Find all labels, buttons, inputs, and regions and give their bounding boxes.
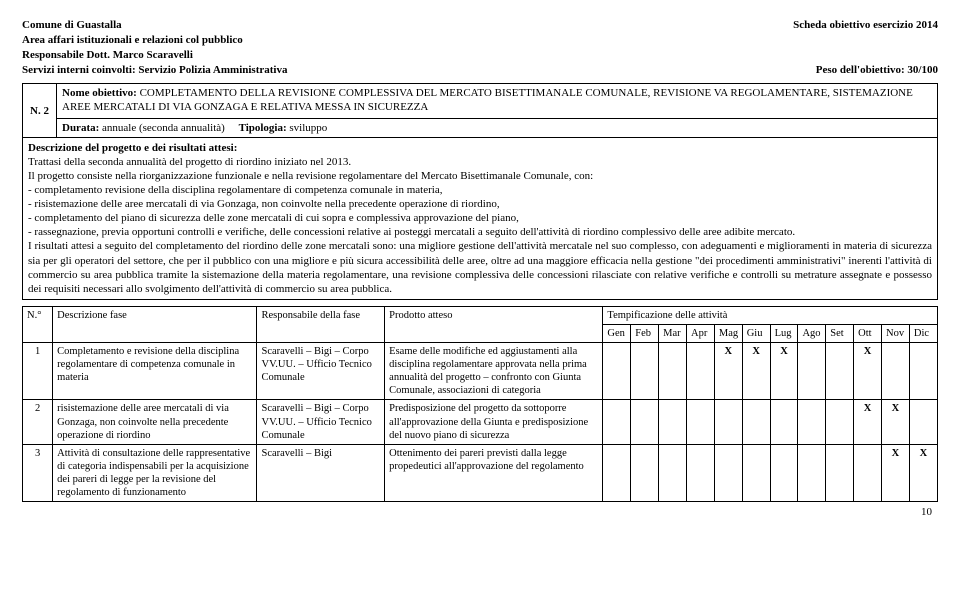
cell-month: [798, 444, 826, 502]
cell-month: [714, 444, 742, 502]
cell-month: [714, 400, 742, 444]
cell-month: [687, 444, 715, 502]
cell-month: [770, 444, 798, 502]
month-header: Giu: [742, 324, 770, 342]
table-row: 1Completamento e revisione della discipl…: [23, 342, 938, 400]
durata-value: annuale (seconda annualità): [99, 122, 225, 134]
objective-name-text: COMPLETAMENTO DELLA REVISIONE COMPLESSIV…: [62, 87, 913, 113]
cell-month: [826, 444, 854, 502]
cell-month: [659, 444, 687, 502]
header-org: Comune di Guastalla: [22, 18, 287, 33]
phases-table: N.° Descrizione fase Responsabile della …: [22, 306, 938, 503]
objective-title: Nome obiettivo: COMPLETAMENTO DELLA REVI…: [57, 84, 937, 119]
objective-number: N. 2: [23, 84, 57, 137]
description-label: Descrizione del progetto e dei risultati…: [28, 142, 237, 154]
month-header: Set: [826, 324, 854, 342]
description-body: Trattasi della seconda annualità del pro…: [28, 156, 932, 295]
month-header: Feb: [631, 324, 659, 342]
cell-month: X: [854, 400, 882, 444]
cell-resp: Scaravelli – Bigi: [257, 444, 385, 502]
header-left: Comune di Guastalla Area affari istituzi…: [22, 18, 287, 77]
cell-month: X: [882, 400, 910, 444]
cell-month: [687, 400, 715, 444]
month-header: Nov: [882, 324, 910, 342]
cell-month: [826, 342, 854, 400]
cell-month: [603, 444, 631, 502]
month-header: Mag: [714, 324, 742, 342]
cell-month: X: [909, 444, 937, 502]
table-header-row-1: N.° Descrizione fase Responsabile della …: [23, 306, 938, 324]
page-header: Comune di Guastalla Area affari istituzi…: [22, 18, 938, 77]
cell-month: X: [770, 342, 798, 400]
cell-num: 1: [23, 342, 53, 400]
cell-prod: Esame delle modifiche ed aggiustamenti a…: [385, 342, 603, 400]
cell-month: X: [714, 342, 742, 400]
cell-month: [826, 400, 854, 444]
month-header: Gen: [603, 324, 631, 342]
col-prod: Prodotto atteso: [385, 306, 603, 342]
cell-month: [909, 400, 937, 444]
tipologia-value: sviluppo: [287, 122, 328, 134]
month-header: Dic: [909, 324, 937, 342]
month-header: Ott: [854, 324, 882, 342]
description-block: Descrizione del progetto e dei risultati…: [23, 138, 937, 299]
cell-month: [798, 400, 826, 444]
header-sheet-title: Scheda obiettivo esercizio 2014: [793, 18, 938, 33]
col-resp: Responsabile della fase: [257, 306, 385, 342]
table-row: 2risistemazione delle aree mercatali di …: [23, 400, 938, 444]
cell-month: [687, 342, 715, 400]
cell-month: X: [882, 444, 910, 502]
cell-month: [882, 342, 910, 400]
col-timing: Tempificazione delle attività: [603, 306, 938, 324]
header-responsible: Responsabile Dott. Marco Scaravelli: [22, 48, 287, 63]
cell-month: X: [742, 342, 770, 400]
cell-month: [770, 400, 798, 444]
cell-prod: Ottenimento dei pareri previsti dalla le…: [385, 444, 603, 502]
month-header: Apr: [687, 324, 715, 342]
objective-name-label: Nome obiettivo:: [62, 87, 137, 99]
cell-num: 2: [23, 400, 53, 444]
objective-box: N. 2 Nome obiettivo: COMPLETAMENTO DELLA…: [22, 83, 938, 299]
cell-month: [659, 342, 687, 400]
cell-month: [742, 400, 770, 444]
cell-resp: Scaravelli – Bigi – Corpo VV.UU. – Uffic…: [257, 400, 385, 444]
objective-row: N. 2 Nome obiettivo: COMPLETAMENTO DELLA…: [23, 84, 937, 138]
cell-month: [631, 444, 659, 502]
month-header: Mar: [659, 324, 687, 342]
header-area: Area affari istituzionali e relazioni co…: [22, 33, 287, 48]
cell-month: [631, 342, 659, 400]
cell-month: [854, 444, 882, 502]
cell-fase: Completamento e revisione della discipli…: [53, 342, 257, 400]
cell-month: [798, 342, 826, 400]
cell-month: [603, 400, 631, 444]
month-header: Ago: [798, 324, 826, 342]
durata-label: Durata:: [62, 122, 99, 134]
cell-month: [603, 342, 631, 400]
month-header: Lug: [770, 324, 798, 342]
objective-meta: Durata: annuale (seconda annualità) Tipo…: [57, 119, 937, 137]
page-number: 10: [22, 506, 938, 518]
objective-body: Nome obiettivo: COMPLETAMENTO DELLA REVI…: [57, 84, 937, 137]
cell-fase: Attività di consultazione delle rapprese…: [53, 444, 257, 502]
cell-num: 3: [23, 444, 53, 502]
header-right: Scheda obiettivo esercizio 2014 Peso del…: [793, 18, 938, 77]
col-fase: Descrizione fase: [53, 306, 257, 342]
tipologia-label: Tipologia:: [239, 122, 287, 134]
cell-resp: Scaravelli – Bigi – Corpo VV.UU. – Uffic…: [257, 342, 385, 400]
header-weight: Peso dell'obiettivo: 30/100: [793, 63, 938, 78]
col-num: N.°: [23, 306, 53, 342]
cell-prod: Predisposizione del progetto da sottopor…: [385, 400, 603, 444]
header-services: Servizi interni coinvolti: Servizio Poli…: [22, 63, 287, 78]
cell-month: [742, 444, 770, 502]
table-row: 3Attività di consultazione delle rappres…: [23, 444, 938, 502]
cell-month: [909, 342, 937, 400]
cell-fase: risistemazione delle aree mercatali di v…: [53, 400, 257, 444]
cell-month: X: [854, 342, 882, 400]
cell-month: [659, 400, 687, 444]
cell-month: [631, 400, 659, 444]
